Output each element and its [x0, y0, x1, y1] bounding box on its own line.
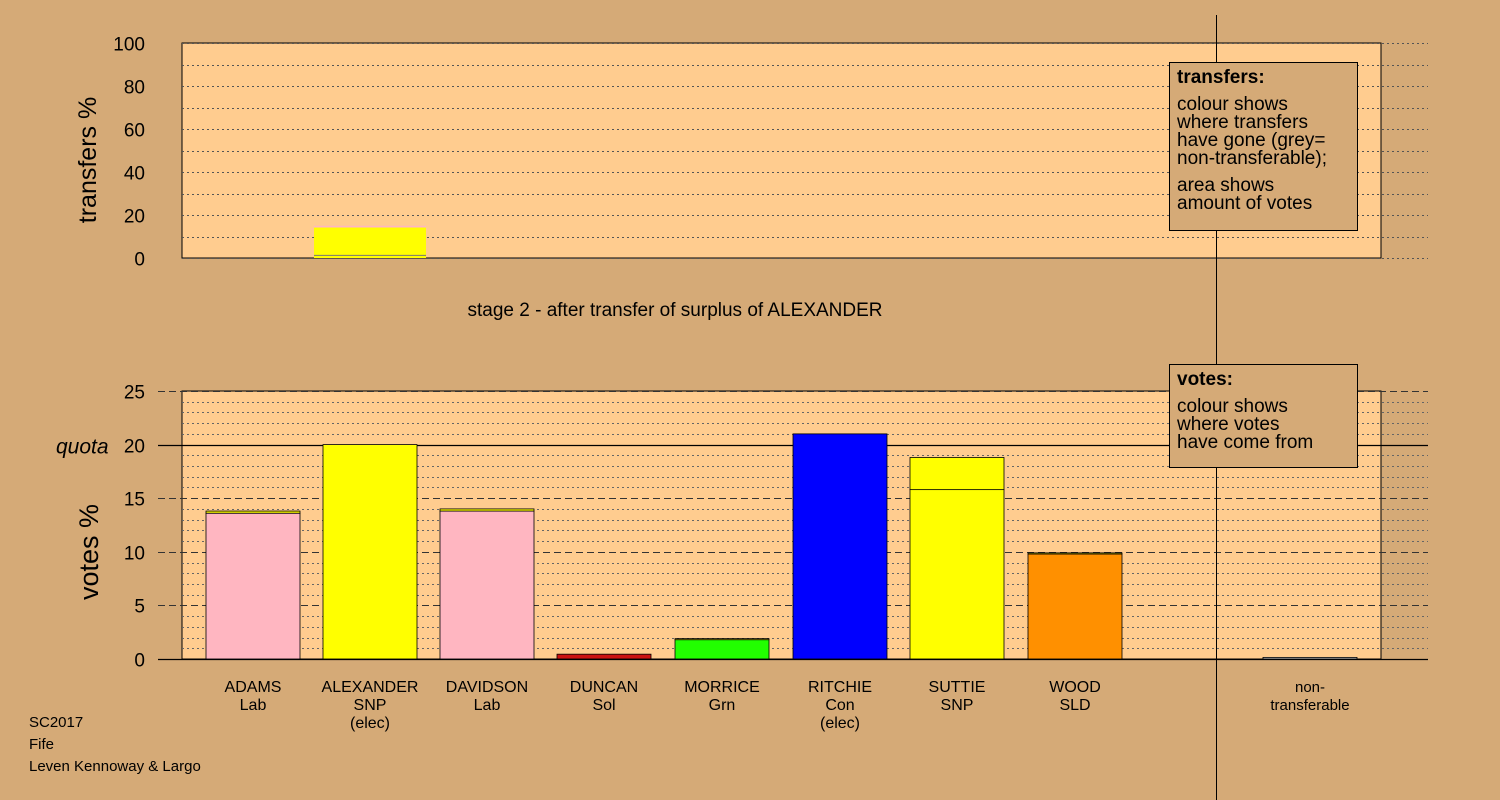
- candidate-party: SLD: [1059, 697, 1090, 714]
- transfers-tick-label: 100: [113, 35, 145, 56]
- votes-tick-label: 15: [124, 490, 145, 511]
- candidate-name: MORRICE: [684, 679, 760, 696]
- transfers-tick-label: 40: [124, 164, 145, 185]
- footer-council: Fife: [29, 736, 55, 753]
- transfer-bar-segment: [314, 225, 426, 228]
- votes-tick-label: 10: [124, 544, 145, 565]
- votes-legend-line: colour shows: [1177, 396, 1288, 417]
- transfers-legend-line: colour shows: [1177, 94, 1288, 115]
- vote-bar-segment: [1027, 553, 1123, 660]
- transfer-bar-segment: [314, 255, 426, 258]
- footer-election: SC2017: [29, 714, 84, 731]
- votes-legend-line: have come from: [1177, 432, 1314, 453]
- vote-bar-segment: [439, 508, 535, 512]
- votes-tick-label: 5: [134, 597, 145, 618]
- candidate-status: (elec): [820, 715, 860, 732]
- votes-legend-title: votes:: [1177, 369, 1233, 390]
- transfers-legend: transfers: colour shows where transfers …: [1169, 62, 1358, 231]
- transfers-legend-title: transfers:: [1177, 67, 1265, 88]
- transfer-bar-segment: [314, 227, 426, 256]
- candidate-name: ALEXANDER: [322, 679, 419, 696]
- vote-bar-segment: [322, 444, 418, 660]
- candidate-party: SNP: [941, 697, 974, 714]
- vote-bar-segment: [1027, 552, 1123, 555]
- vote-bar-segment: [205, 510, 301, 514]
- candidate-party: Grn: [709, 697, 736, 714]
- candidate-name: DAVIDSON: [446, 679, 528, 696]
- quota-label: quota: [56, 436, 109, 459]
- votes-axis-title: votes %: [74, 504, 104, 600]
- candidate-party: Sol: [592, 697, 615, 714]
- candidate-name: ADAMS: [225, 679, 282, 696]
- vote-bar-segment: [556, 653, 652, 660]
- candidate-name: DUNCAN: [570, 679, 638, 696]
- transfers-tick-label: 60: [124, 121, 145, 142]
- vote-bar-segment: [439, 510, 535, 660]
- transfers-axis-title: transfers %: [74, 97, 102, 223]
- candidate-party: SNP: [354, 697, 387, 714]
- transfers-tick-label: 80: [124, 78, 145, 99]
- votes-legend-line: where votes: [1177, 414, 1280, 435]
- votes-legend: votes: colour shows where votes have com…: [1169, 364, 1358, 468]
- vote-bar-segment: [909, 489, 1005, 660]
- stage-caption: stage 2 - after transfer of surplus of A…: [467, 300, 882, 321]
- transfers-legend-line: amount of votes: [1177, 193, 1313, 214]
- votes-tick-label: 20: [124, 437, 145, 458]
- candidate-status: (elec): [350, 715, 390, 732]
- vote-bar-segment: [674, 639, 770, 660]
- nontransferable-bar: [1262, 656, 1358, 660]
- candidate-name: RITCHIE: [808, 679, 872, 696]
- transfers-tick-label: 20: [124, 207, 145, 228]
- nontransferable-label: transferable: [1270, 697, 1349, 714]
- candidate-name: SUTTIE: [929, 679, 986, 696]
- candidate-party: Lab: [474, 697, 501, 714]
- transfers-legend-line: where transfers: [1177, 112, 1308, 133]
- footer-ward: Leven Kennoway & Largo: [29, 758, 201, 775]
- vote-bar-segment: [909, 457, 1005, 491]
- votes-tick-label: 0: [134, 651, 145, 672]
- vote-bar-segment: [205, 512, 301, 660]
- nontransferable-label: non-: [1295, 679, 1325, 696]
- transfers-legend-line: have gone (grey=: [1177, 130, 1326, 151]
- candidate-party: Con: [825, 697, 854, 714]
- votes-tick-label: 25: [124, 383, 145, 404]
- candidate-party: Lab: [240, 697, 267, 714]
- vote-bar-segment: [792, 433, 888, 660]
- transfers-legend-line: area shows: [1177, 175, 1275, 196]
- transfers-tick-label: 0: [134, 250, 145, 271]
- candidate-name: WOOD: [1049, 679, 1101, 696]
- vote-bar-segment: [674, 638, 770, 641]
- transfers-legend-line: non-transferable);: [1177, 148, 1327, 169]
